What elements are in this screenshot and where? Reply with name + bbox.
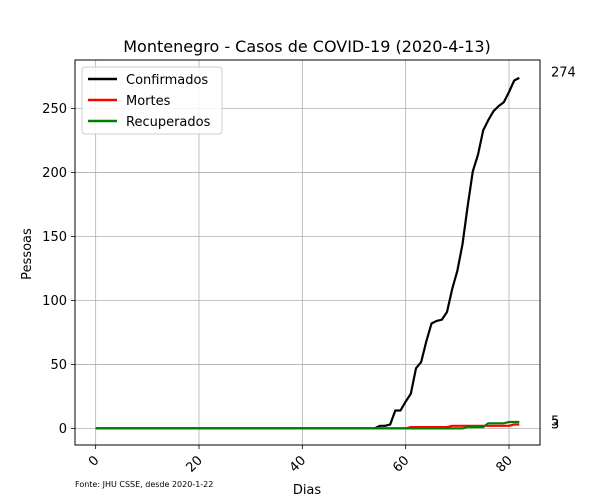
series-line-recuperados	[95, 420, 520, 430]
end-value-label: 5	[551, 415, 559, 430]
y-tick-label: 150	[42, 230, 67, 245]
plot-frame	[74, 59, 541, 446]
series-line-confirmados	[95, 76, 520, 430]
chart-title: Montenegro - Casos de COVID-19 (2020-4-1…	[123, 37, 491, 56]
y-tick-label: 100	[42, 294, 67, 309]
y-ticks: 0 50 100 150 200 250	[42, 102, 75, 437]
y-tick-label: 200	[42, 166, 67, 181]
source-note: Fonte: JHU CSSE, desde 2020-1-22	[75, 480, 213, 489]
y-axis-label: Pessoas	[20, 228, 35, 280]
series-lines	[95, 76, 520, 430]
legend-label-confirmados: Confirmados	[126, 73, 208, 88]
legend-label-recuperados: Recuperados	[126, 115, 211, 130]
end-value-label: 274	[551, 66, 576, 81]
end-value-label: 3	[551, 418, 559, 433]
x-axis-label: Dias	[293, 483, 322, 498]
legend: Confirmados Mortes Recuperados	[81, 66, 223, 135]
end-value-labels: 274 53	[551, 66, 576, 433]
y-tick-label: 0	[59, 422, 67, 437]
y-tick-label: 50	[50, 358, 67, 373]
y-tick-label: 250	[42, 102, 67, 117]
legend-box	[81, 66, 223, 135]
legend-label-mortes: Mortes	[126, 94, 171, 109]
